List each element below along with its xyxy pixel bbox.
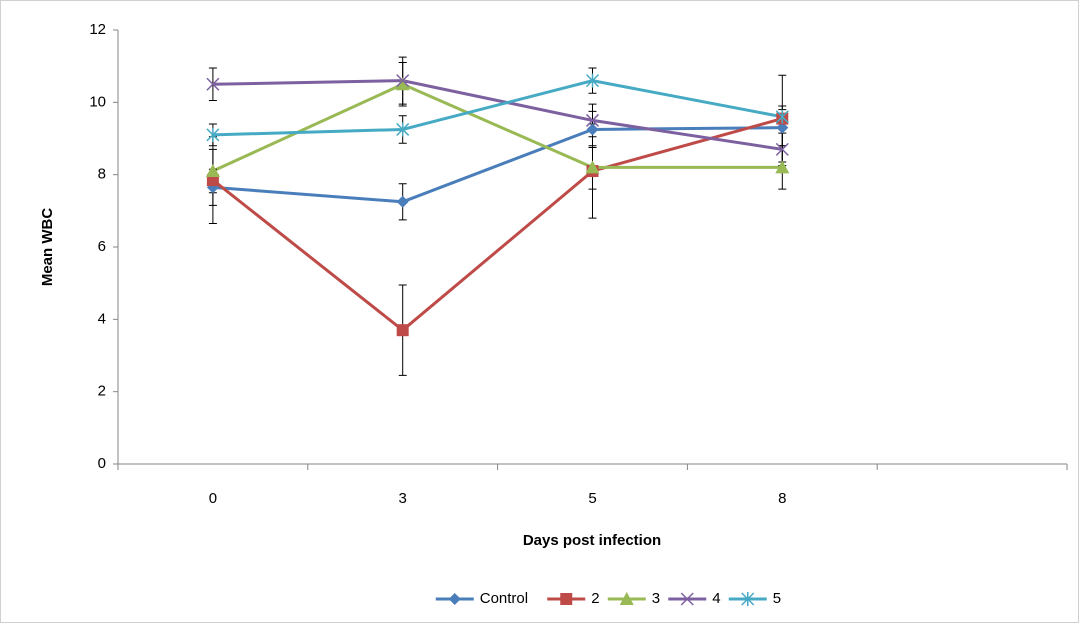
marker [560,593,573,605]
y-tick-label: 4 [98,310,106,327]
y-tick-label: 12 [89,21,106,38]
y-axis-label: Mean WBC [39,208,56,287]
y-tick-label: 10 [89,93,106,110]
marker [775,109,789,124]
marker [206,77,220,91]
marker [206,127,220,142]
marker [205,164,220,178]
legend-item: 4 [668,590,721,607]
marker [775,142,789,156]
marker [776,121,789,134]
legend-label: 4 [712,590,720,607]
marker [396,324,409,337]
series-line [212,82,783,173]
marker [396,122,410,137]
marker [396,195,409,208]
marker [680,592,694,606]
legend-item: 3 [607,590,660,607]
legend-item: 5 [728,590,781,607]
y-tick-label: 6 [98,238,106,255]
marker [448,593,461,605]
legend-label: 2 [591,590,599,607]
marker [775,160,790,174]
legend-label: Control [480,590,528,607]
legend-label: 3 [652,590,660,607]
marker [586,123,599,136]
y-tick-label: 8 [98,166,106,183]
x-tick-label: 0 [209,490,217,507]
marker [585,73,600,88]
series-line [212,79,783,151]
series-line [211,117,783,333]
y-tick-label: 2 [98,383,106,400]
x-tick-label: 3 [399,490,407,507]
x-tick-label: 8 [778,490,786,507]
x-tick-label: 5 [588,490,596,507]
x-axis-label: Days post infection [523,532,661,549]
marker [619,592,634,605]
marker [396,74,410,88]
legend-item: 2 [547,590,600,607]
legend-label: 5 [773,590,781,607]
series-line [212,126,783,204]
y-tick-label: 0 [98,455,106,472]
marker [585,160,600,174]
legend-item: Control [435,590,528,607]
marker [741,592,755,606]
series-line [212,79,783,137]
marker [395,77,410,91]
marker [206,174,219,187]
marker [585,113,600,127]
